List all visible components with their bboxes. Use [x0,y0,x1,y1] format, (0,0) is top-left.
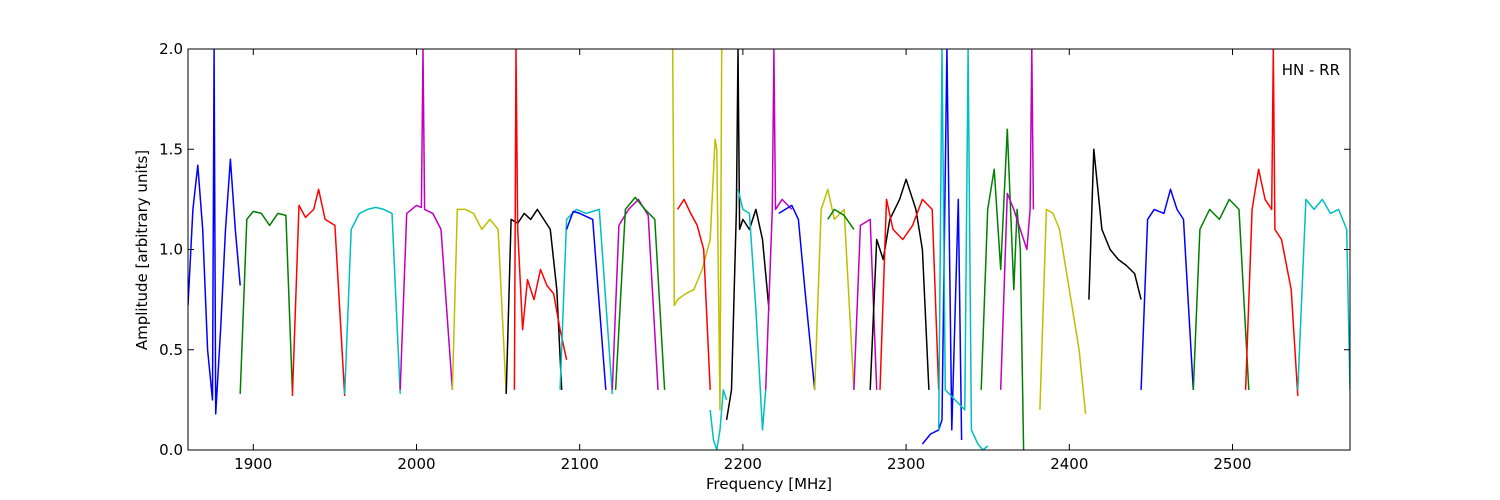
y-axis-ticks: 0.0 0.5 1.0 1.5 2.0 [159,40,1350,459]
plot-frame [187,48,1351,451]
series-line-blue-10 [565,210,607,390]
y-tick-label: 1.0 [159,241,183,259]
series-layer [188,49,1350,450]
series-line-magenta-28 [999,49,1035,390]
series-line-black-7 [505,208,563,394]
series-line-magenta-11 [611,198,659,390]
x-tick-label: 1900 [234,455,272,473]
series-line-red-24 [879,198,940,390]
series-line-cyan-15 [709,389,728,450]
series-line-red-8 [513,49,568,390]
series-line-cyan-26 [937,49,989,450]
series-line-green-27 [980,128,1025,450]
series-line-black-30 [1088,148,1142,300]
y-tick-label: 1.5 [159,140,183,158]
series-line-blue-31 [1140,188,1195,390]
series-line-olive-13 [671,49,723,411]
x-tick-label: 2300 [887,455,925,473]
y-tick-label: 0.5 [159,341,183,359]
series-line-black-23 [869,178,930,390]
y-axis-label: Amplitude [arbitrary units] [133,150,151,350]
x-axis-ticks: 1900 2000 2100 2200 2300 2400 2500 [234,49,1252,473]
x-tick-label: 2100 [561,455,599,473]
series-line-cyan-17 [737,189,767,431]
series-line-cyan-4 [343,206,401,394]
series-line-red-33 [1244,49,1299,396]
x-axis-label: Frequency [MHz] [706,475,832,493]
y-tick-label: 0.0 [159,441,183,459]
series-line-green-12 [614,196,666,390]
series-line-red-14 [676,198,711,390]
panel-annotation: HN - RR [1282,61,1340,79]
x-tick-label: 2000 [397,455,435,473]
series-line-blue-1 [188,49,241,415]
x-tick-label: 2500 [1213,455,1251,473]
series-line-olive-29 [1039,208,1087,414]
series-line-green-2 [239,210,294,394]
series-line-red-3 [291,188,346,396]
series-line-green-32 [1192,198,1250,390]
y-tick-label: 2.0 [159,40,183,58]
series-line-black-16 [725,49,770,421]
series-line-cyan-34 [1297,198,1350,390]
series-line-blue-19 [778,204,816,390]
x-tick-label: 2400 [1050,455,1088,473]
x-tick-label: 2200 [724,455,762,473]
series-line-magenta-18 [764,49,793,390]
series-line-olive-6 [451,208,507,394]
series-line-cyan-9 [559,208,614,394]
series-line-magenta-5 [399,49,454,390]
series-line-green-21 [827,208,855,230]
series-line-olive-20 [813,188,855,390]
